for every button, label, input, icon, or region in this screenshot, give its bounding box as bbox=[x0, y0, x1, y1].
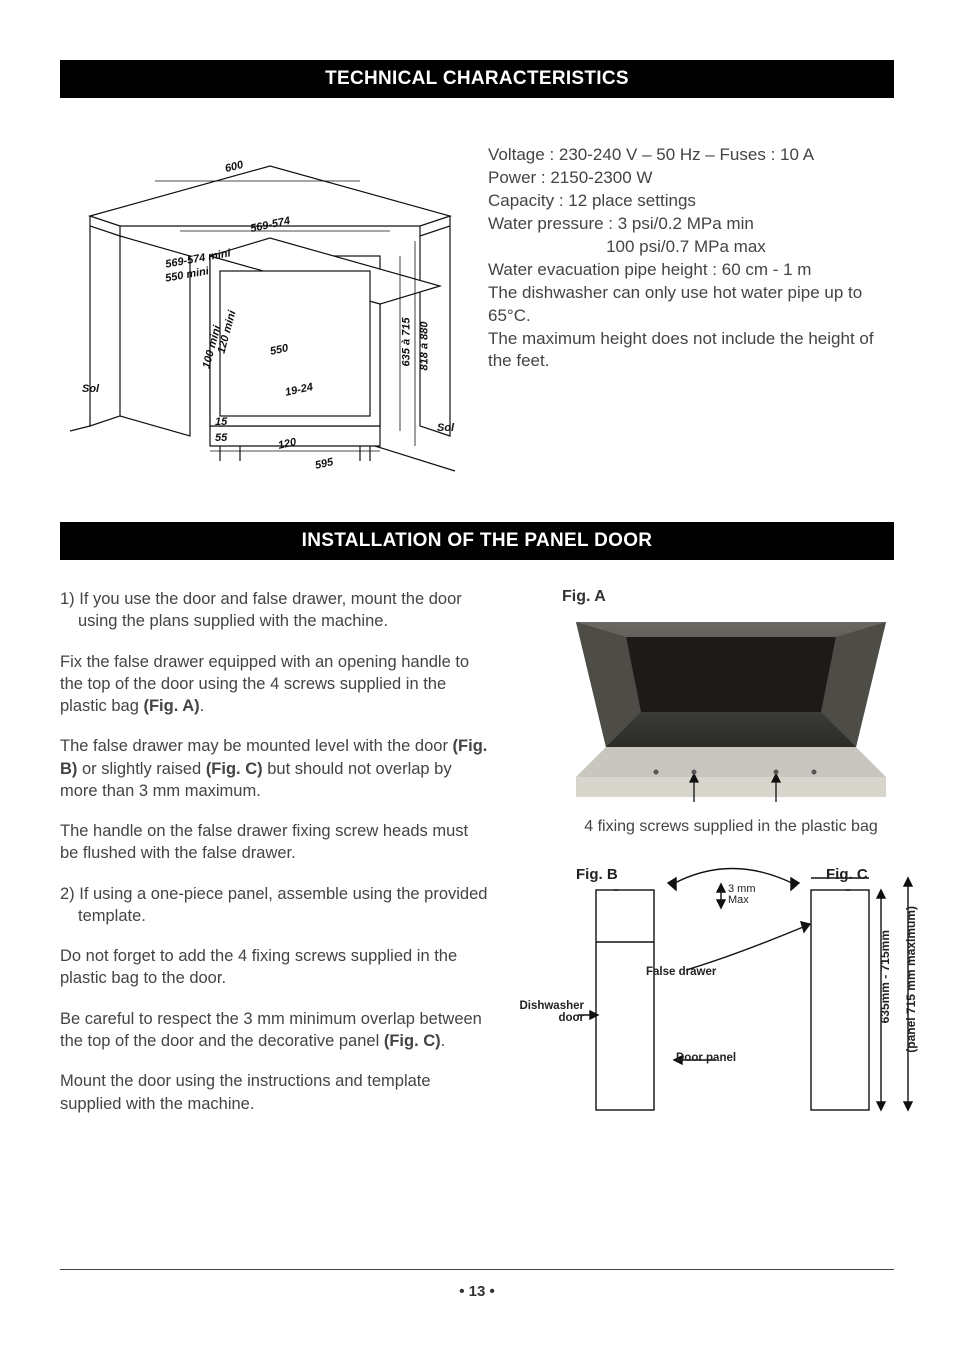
section-heading-technical: TECHNICAL CHARACTERISTICS bbox=[60, 60, 894, 98]
dim-635-715: 635 à 715 bbox=[400, 318, 412, 367]
install-p1: 1) If you use the door and false drawer,… bbox=[60, 588, 490, 633]
spec-hot-water: The dishwasher can only use hot water pi… bbox=[488, 282, 894, 328]
fig-height-1: 635mm - 715mm bbox=[878, 930, 892, 1023]
page-number: • 13 • bbox=[0, 1283, 954, 1300]
dim-15: 15 bbox=[215, 416, 227, 428]
fig-a-label: Fig. A bbox=[562, 588, 946, 606]
spec-voltage: Voltage : 230-240 V – 50 Hz – Fuses : 10… bbox=[488, 144, 894, 167]
section-technical: 600 569-574 569-574 mini 550 mini 120 mi… bbox=[60, 126, 894, 486]
dimension-drawing: 600 569-574 569-574 mini 550 mini 120 mi… bbox=[60, 126, 460, 486]
section-heading-installation: INSTALLATION OF THE PANEL DOOR bbox=[60, 522, 894, 560]
dim-818-880: 818 à 880 bbox=[418, 322, 430, 371]
dim-sol-left: Sol bbox=[82, 383, 99, 395]
spec-water-pressure-max: 100 psi/0.7 MPa max bbox=[488, 236, 894, 259]
fig-a-caption: 4 fixing screws supplied in the plastic … bbox=[516, 818, 946, 836]
install-p4: The handle on the false drawer fixing sc… bbox=[60, 820, 490, 865]
installation-text: 1) If you use the door and false drawer,… bbox=[60, 588, 490, 1133]
spec-water-pressure-min: Water pressure : 3 psi/0.2 MPa min bbox=[488, 213, 894, 236]
dim-sol-right: Sol bbox=[437, 422, 454, 434]
fig-false-drawer: False drawer bbox=[646, 966, 716, 978]
fig-dishwasher-door: Dishwasher door bbox=[514, 1000, 584, 1024]
fig-c-label: Fig. C bbox=[826, 866, 868, 883]
fig-3mm-max: 3 mm Max bbox=[728, 884, 764, 906]
section-installation: 1) If you use the door and false drawer,… bbox=[60, 588, 894, 1133]
spec-evacuation: Water evacuation pipe height : 60 cm - 1… bbox=[488, 259, 894, 282]
technical-specs: Voltage : 230-240 V – 50 Hz – Fuses : 10… bbox=[488, 126, 894, 486]
install-p7: Be careful to respect the 3 mm minimum o… bbox=[60, 1008, 490, 1053]
install-p5: 2) If using a one-piece panel, assemble … bbox=[60, 883, 490, 928]
install-p2: Fix the false drawer equipped with an op… bbox=[60, 651, 490, 718]
install-p3: The false drawer may be mounted level wi… bbox=[60, 735, 490, 802]
spec-height-note: The maximum height does not include the … bbox=[488, 328, 894, 374]
install-p8: Mount the door using the instructions an… bbox=[60, 1070, 490, 1115]
spec-capacity: Capacity : 12 place settings bbox=[488, 190, 894, 213]
fig-a-image bbox=[566, 612, 896, 802]
fig-b-label: Fig. B bbox=[576, 866, 618, 883]
fig-b-c: Fig. B Fig. C 3 mm Max False drawer Dish… bbox=[516, 860, 946, 1120]
spec-power: Power : 2150-2300 W bbox=[488, 167, 894, 190]
footer-rule bbox=[60, 1269, 894, 1270]
dim-55: 55 bbox=[215, 432, 227, 444]
fig-door-panel: Door panel bbox=[676, 1052, 736, 1064]
fig-height-2: (panel 715 mm maximum) bbox=[904, 906, 918, 1053]
install-p6: Do not forget to add the 4 fixing screws… bbox=[60, 945, 490, 990]
installation-figures: Fig. A bbox=[516, 588, 946, 1133]
